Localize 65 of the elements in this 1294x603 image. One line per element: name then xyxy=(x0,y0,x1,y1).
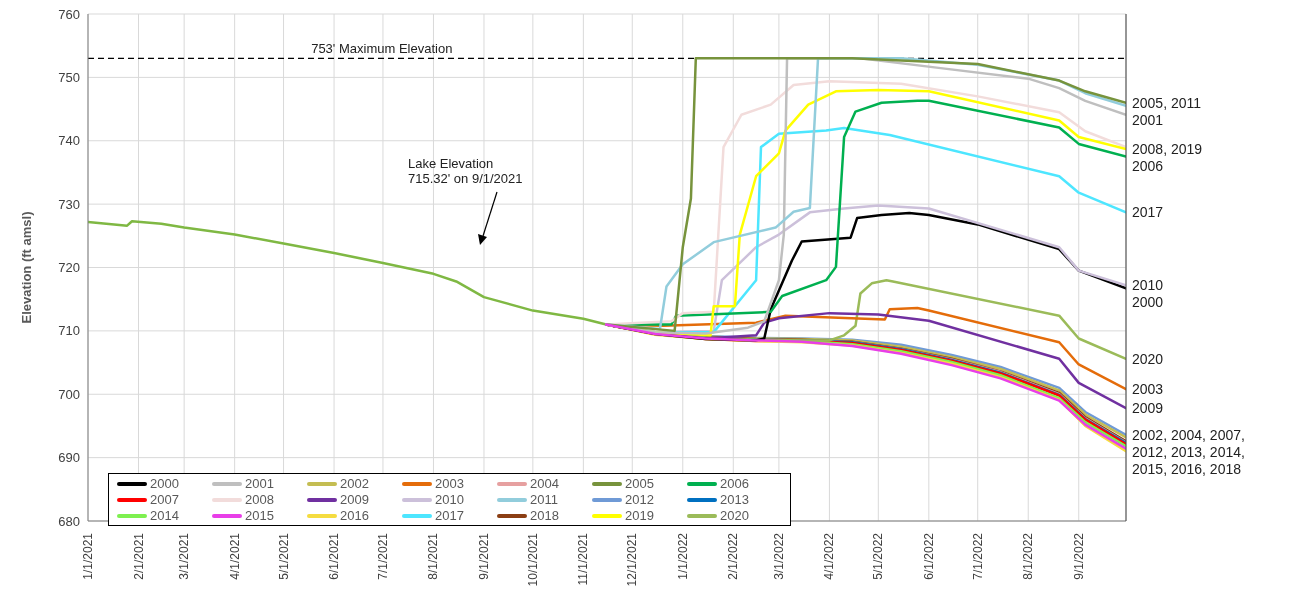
annotation: 2006 xyxy=(1132,157,1164,174)
annotation: 2017 xyxy=(1132,204,1164,221)
x-tick-label: 9/1/2021 xyxy=(476,532,491,580)
legend-label: 2016 xyxy=(340,508,369,523)
x-tick-label: 11/1/2021 xyxy=(576,532,591,586)
x-tick-label: 2/1/2022 xyxy=(726,532,741,580)
y-tick-label: 710 xyxy=(58,323,80,339)
x-tick-label: 1/1/2021 xyxy=(81,532,95,580)
legend-label: 2000 xyxy=(150,476,179,491)
y-axis-title: Elevation (ft amsl) xyxy=(18,211,34,324)
x-tick-label: 12/1/2021 xyxy=(625,532,640,587)
annotation: 2002, 2004, 2007, 2012, 2013, 2014, 2015, 2016, 2018 xyxy=(1132,426,1245,477)
x-tick-label: 2/1/2021 xyxy=(131,532,146,580)
annotation: 2020 xyxy=(1132,350,1164,367)
legend-label: 2013 xyxy=(720,492,749,507)
legend-label: 2009 xyxy=(340,492,369,507)
annotation: 2010 xyxy=(1132,277,1164,294)
legend-label: 2018 xyxy=(530,508,559,523)
legend-label: 2004 xyxy=(530,476,559,491)
x-tick-label: 10/1/2021 xyxy=(525,532,540,587)
y-tick-label: 740 xyxy=(58,133,80,149)
x-tick-label: 6/1/2021 xyxy=(327,532,342,580)
legend-label: 2003 xyxy=(435,476,464,491)
x-tick-label: 4/1/2021 xyxy=(227,532,242,580)
x-tick-label: 9/1/2022 xyxy=(1071,532,1086,580)
legend-label: 2017 xyxy=(435,508,464,523)
y-tick-label: 700 xyxy=(58,386,80,402)
y-tick-label: 680 xyxy=(58,513,80,529)
legend-label: 2020 xyxy=(720,508,749,523)
x-tick-label: 6/1/2022 xyxy=(921,532,936,580)
legend-label: 2011 xyxy=(530,492,558,507)
x-tick-label: 3/1/2022 xyxy=(771,532,786,580)
x-tick-label: 5/1/2021 xyxy=(276,532,291,580)
annotation: 2008, 2019 xyxy=(1132,140,1203,157)
legend-label: 2005 xyxy=(625,476,654,491)
ref-line-label: 753' Maximum Elevation xyxy=(311,41,453,57)
x-tick-label: 8/1/2022 xyxy=(1021,532,1036,580)
legend-label: 2015 xyxy=(245,508,274,523)
y-tick-label: 730 xyxy=(58,196,80,212)
legend-label: 2012 xyxy=(625,492,654,507)
x-tick-label: 7/1/2021 xyxy=(375,532,390,580)
y-tick-label: 690 xyxy=(58,450,80,466)
y-tick-label: 720 xyxy=(58,260,80,276)
annotation: Lake Elevation 715.32' on 9/1/2021 xyxy=(408,156,523,186)
annotation: 2003 xyxy=(1132,381,1164,398)
legend-label: 2007 xyxy=(150,492,179,507)
x-tick-label: 4/1/2022 xyxy=(822,532,837,580)
x-tick-label: 7/1/2022 xyxy=(970,532,985,580)
annotation: 2005, 2011 xyxy=(1132,94,1202,111)
legend-label: 2008 xyxy=(245,492,274,507)
legend-label: 2002 xyxy=(340,476,369,491)
x-tick-label: 1/1/2022 xyxy=(675,532,690,580)
legend-label: 2001 xyxy=(245,476,274,491)
x-tick-label: 8/1/2021 xyxy=(426,532,441,580)
y-tick-label: 750 xyxy=(58,69,80,85)
legend-label: 2019 xyxy=(625,508,654,523)
annotation: 2000 xyxy=(1132,294,1164,311)
annotation: 2001 xyxy=(1132,111,1164,128)
legend-label: 2014 xyxy=(150,508,179,523)
x-tick-label: 3/1/2021 xyxy=(177,532,192,580)
y-tick-label: 760 xyxy=(58,6,80,22)
legend-label: 2006 xyxy=(720,476,749,491)
legend-label: 2010 xyxy=(435,492,464,507)
annotation: 2009 xyxy=(1132,400,1164,417)
x-tick-label: 5/1/2022 xyxy=(871,532,886,580)
